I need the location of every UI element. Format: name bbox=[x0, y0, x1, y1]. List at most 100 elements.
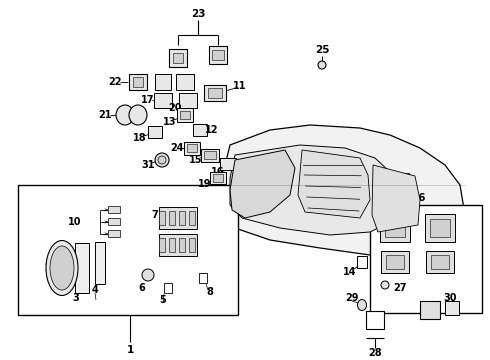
Bar bbox=[177, 108, 193, 122]
Polygon shape bbox=[230, 145, 400, 235]
Ellipse shape bbox=[358, 300, 367, 310]
Ellipse shape bbox=[46, 240, 78, 296]
Text: 20: 20 bbox=[168, 103, 182, 113]
Bar bbox=[108, 206, 120, 213]
Text: 18: 18 bbox=[133, 133, 147, 143]
Bar bbox=[173, 53, 183, 63]
Text: 28: 28 bbox=[368, 348, 382, 358]
Bar bbox=[208, 88, 222, 98]
Text: 1: 1 bbox=[126, 345, 134, 355]
Text: 11: 11 bbox=[233, 81, 247, 91]
Bar bbox=[169, 49, 187, 67]
Bar bbox=[366, 311, 384, 329]
Polygon shape bbox=[298, 150, 370, 218]
Bar bbox=[370, 205, 482, 313]
Bar bbox=[184, 141, 200, 154]
Bar bbox=[159, 211, 165, 225]
Bar bbox=[209, 46, 227, 64]
Text: 23: 23 bbox=[191, 9, 205, 19]
Bar bbox=[426, 251, 454, 273]
Ellipse shape bbox=[318, 61, 326, 69]
Ellipse shape bbox=[129, 105, 147, 125]
Bar bbox=[189, 238, 195, 252]
Text: 19: 19 bbox=[198, 179, 212, 189]
Polygon shape bbox=[218, 125, 465, 258]
Bar bbox=[357, 256, 367, 268]
Bar bbox=[391, 209, 409, 219]
Bar bbox=[201, 149, 219, 162]
Ellipse shape bbox=[158, 156, 166, 164]
Bar bbox=[154, 93, 172, 108]
Bar bbox=[187, 144, 197, 152]
Bar bbox=[193, 124, 207, 136]
Text: 22: 22 bbox=[108, 77, 122, 87]
Text: 5: 5 bbox=[160, 295, 167, 305]
Polygon shape bbox=[372, 165, 420, 232]
Bar bbox=[155, 74, 171, 90]
Bar bbox=[213, 174, 223, 182]
Bar bbox=[95, 242, 105, 284]
Text: 24: 24 bbox=[170, 143, 184, 153]
Bar bbox=[18, 185, 238, 315]
Text: 25: 25 bbox=[315, 45, 329, 55]
Text: 6: 6 bbox=[139, 283, 146, 293]
Ellipse shape bbox=[381, 281, 389, 289]
Bar bbox=[75, 243, 89, 293]
Bar bbox=[385, 219, 405, 237]
Bar bbox=[381, 251, 409, 273]
Bar bbox=[445, 301, 459, 315]
Text: 2: 2 bbox=[45, 263, 51, 273]
Text: 14: 14 bbox=[343, 267, 357, 277]
Bar bbox=[380, 214, 410, 242]
Bar bbox=[169, 211, 175, 225]
Ellipse shape bbox=[50, 246, 74, 290]
Ellipse shape bbox=[155, 153, 169, 167]
Bar bbox=[420, 301, 440, 319]
Text: 3: 3 bbox=[73, 293, 79, 303]
Text: 29: 29 bbox=[345, 293, 359, 303]
Bar bbox=[204, 151, 216, 159]
Text: 21: 21 bbox=[98, 110, 112, 120]
Bar bbox=[212, 50, 224, 60]
Text: 17: 17 bbox=[141, 95, 155, 105]
Bar bbox=[159, 207, 197, 229]
Bar bbox=[179, 238, 185, 252]
Bar bbox=[391, 191, 409, 201]
Bar bbox=[133, 77, 143, 87]
Bar bbox=[189, 211, 195, 225]
Bar bbox=[386, 255, 404, 269]
Text: 12: 12 bbox=[205, 125, 219, 135]
Ellipse shape bbox=[142, 269, 154, 281]
Text: 26: 26 bbox=[411, 193, 425, 203]
Bar bbox=[430, 219, 450, 237]
Bar bbox=[431, 255, 449, 269]
Text: 4: 4 bbox=[92, 285, 98, 295]
Bar bbox=[159, 238, 165, 252]
Bar bbox=[179, 93, 197, 108]
Text: 16: 16 bbox=[211, 167, 225, 177]
Bar bbox=[159, 234, 197, 256]
Bar bbox=[210, 172, 226, 184]
Bar bbox=[204, 85, 226, 101]
Bar bbox=[108, 218, 120, 225]
Bar bbox=[169, 238, 175, 252]
Text: 13: 13 bbox=[163, 117, 177, 127]
Text: 31: 31 bbox=[141, 160, 155, 170]
Bar bbox=[425, 214, 455, 242]
Bar bbox=[129, 74, 147, 90]
Text: 15: 15 bbox=[189, 155, 203, 165]
Bar bbox=[148, 126, 162, 138]
Bar bbox=[179, 211, 185, 225]
Bar bbox=[391, 173, 409, 183]
Text: 7: 7 bbox=[151, 210, 158, 220]
Text: 8: 8 bbox=[207, 287, 214, 297]
Bar bbox=[108, 230, 120, 237]
Bar bbox=[180, 111, 190, 119]
Bar bbox=[220, 158, 236, 170]
Text: 30: 30 bbox=[443, 293, 457, 303]
Bar bbox=[176, 74, 194, 90]
Polygon shape bbox=[230, 150, 295, 218]
Bar bbox=[199, 273, 207, 283]
Text: 27: 27 bbox=[393, 283, 407, 293]
Bar bbox=[164, 283, 172, 293]
